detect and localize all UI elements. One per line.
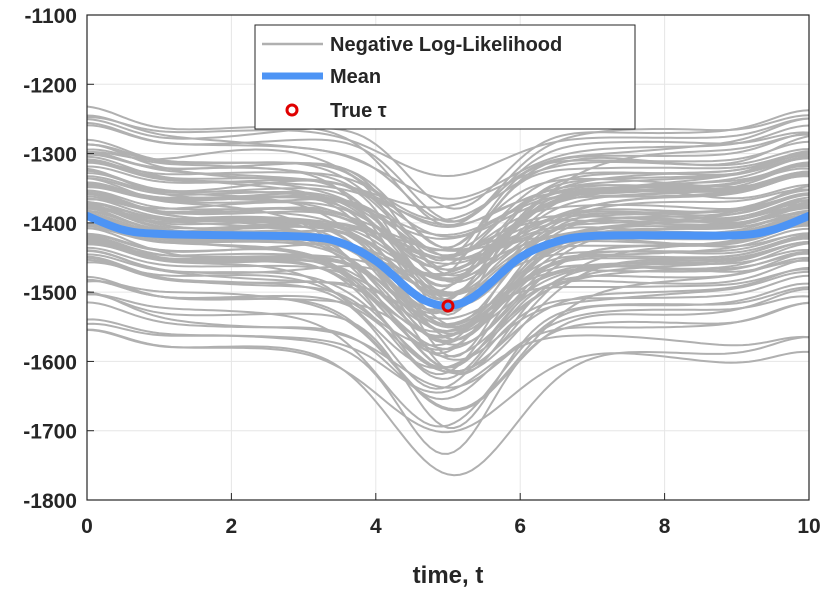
x-tick-label: 8 <box>659 515 671 538</box>
x-tick-label: 10 <box>797 515 820 538</box>
nll-curve <box>87 193 809 252</box>
nll-curve <box>87 256 809 390</box>
nll-curve <box>87 240 809 333</box>
y-axis: -1800 -1700 -1600 -1500 -1400 -1300 -1200 -1100 <box>23 5 94 513</box>
nll-curve <box>87 157 809 251</box>
plot-frame <box>86 14 810 501</box>
nll-curve <box>87 197 809 336</box>
true-tau-marker <box>441 299 455 313</box>
y-tick-label: -1200 <box>23 74 77 97</box>
nll-curve <box>87 280 809 412</box>
nll-curve <box>87 153 809 272</box>
x-tick-label: 4 <box>370 515 382 538</box>
true-tau-layer <box>441 299 455 313</box>
x-tick-label: 0 <box>81 515 93 538</box>
nll-curve <box>87 235 809 329</box>
y-tick-label: -1600 <box>23 351 77 374</box>
legend-label-mean: Mean <box>330 66 381 88</box>
y-tick-label: -1500 <box>23 282 77 305</box>
nll-curve <box>87 241 809 370</box>
x-axis: 0 2 4 6 8 10 <box>81 493 821 538</box>
nll-curve <box>87 121 809 223</box>
legend-swatch-true-tau <box>285 103 299 117</box>
legend-label-true-tau: True τ <box>330 100 387 122</box>
legend-label-nll: Negative Log-Likelihood <box>330 34 562 56</box>
nll-curve <box>87 256 809 411</box>
nll-curve <box>87 236 809 339</box>
x-tick-label: 6 <box>514 515 526 538</box>
legend: Negative Log-Likelihood Mean True τ <box>254 24 636 130</box>
x-axis-label: time, t <box>413 562 484 589</box>
x-tick-label: 2 <box>226 515 238 538</box>
nll-curve <box>87 116 809 178</box>
nll-curve <box>87 172 809 296</box>
y-tick-label: -1700 <box>23 421 77 444</box>
nll-curve <box>87 114 809 223</box>
nll-curve <box>87 217 809 326</box>
mean-series <box>87 211 809 311</box>
nll-curve <box>87 258 809 320</box>
nll-curve <box>87 318 809 394</box>
nll-curve <box>87 148 809 209</box>
nll-curve <box>87 212 809 351</box>
mean-line <box>87 211 809 311</box>
nll-curve <box>87 286 809 430</box>
nll-curve <box>87 109 809 210</box>
nll-curves <box>87 105 809 477</box>
y-tick-label: -1800 <box>23 490 77 513</box>
nll-curve <box>87 153 809 301</box>
y-tick-label: -1100 <box>24 5 77 28</box>
y-tick-label: -1300 <box>23 144 77 167</box>
nll-curve <box>87 167 809 265</box>
nll-curve <box>87 290 809 389</box>
nll-curve <box>87 328 809 477</box>
y-tick-label: -1400 <box>23 213 77 236</box>
nll-curve <box>87 301 809 401</box>
nll-curve <box>87 266 809 374</box>
